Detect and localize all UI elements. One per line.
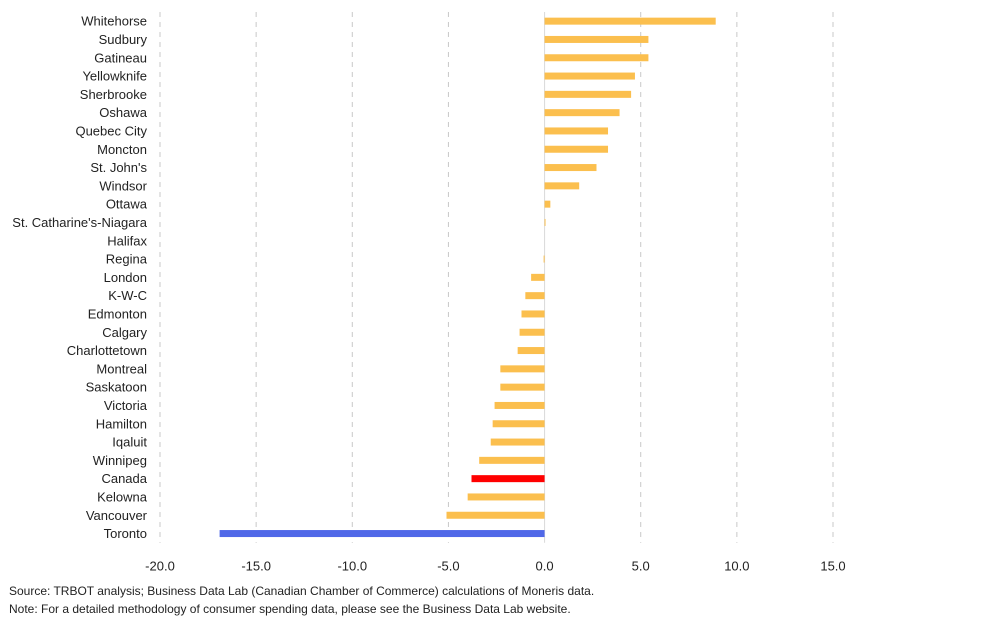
category-label: Gatineau	[94, 50, 147, 65]
bar	[544, 109, 620, 117]
category-label: Iqaluit	[112, 435, 147, 450]
bar	[525, 292, 545, 300]
category-label: Saskatoon	[86, 380, 147, 395]
bar	[544, 164, 597, 172]
bar	[544, 182, 580, 190]
category-label: Regina	[106, 252, 148, 267]
category-label: Toronto	[104, 526, 147, 541]
category-label: Canada	[101, 471, 147, 486]
x-axis-tick-labels: -20.0 -15.0 -10.0 -5.0 0.0 5.0 10.0 15.0	[145, 559, 845, 574]
category-label: Oshawa	[99, 105, 147, 120]
category-label: Sudbury	[99, 32, 148, 47]
bar	[544, 218, 546, 226]
bar	[544, 90, 632, 98]
category-label: Calgary	[102, 325, 147, 340]
bars	[219, 17, 716, 538]
category-label: Ottawa	[106, 197, 148, 212]
bar	[479, 456, 545, 464]
bar	[544, 54, 649, 62]
category-label: Hamilton	[96, 416, 147, 431]
bar	[519, 328, 545, 336]
category-label: Halifax	[107, 233, 147, 248]
category-label: Windsor	[99, 178, 147, 193]
category-label: Moncton	[97, 142, 147, 157]
bar	[492, 420, 545, 428]
x-tick-label: -15.0	[241, 559, 271, 574]
category-label: Quebec City	[75, 123, 147, 138]
x-tick-label: 0.0	[536, 559, 554, 574]
category-label: Kelowna	[97, 489, 148, 504]
x-tick-label: -10.0	[337, 559, 367, 574]
bar	[471, 475, 545, 483]
bar	[494, 401, 545, 409]
bar	[500, 365, 545, 373]
chart-notes: Source: TRBOT analysis; Business Data La…	[9, 582, 594, 618]
category-label: St. Catharine's-Niagara	[12, 215, 147, 230]
source-note: Source: TRBOT analysis; Business Data La…	[9, 584, 595, 598]
bar	[544, 127, 609, 135]
x-tick-label: -20.0	[145, 559, 175, 574]
bar	[467, 493, 545, 501]
category-label: Vancouver	[86, 508, 148, 523]
bar	[500, 383, 545, 391]
category-label: K-W-C	[108, 288, 147, 303]
bar	[446, 511, 545, 519]
bar	[521, 310, 545, 318]
bar	[544, 17, 716, 25]
category-label: Charlottetown	[67, 343, 147, 358]
category-label: Montreal	[96, 361, 147, 376]
category-label: Yellowknife	[82, 69, 147, 84]
bar	[490, 438, 545, 446]
category-label: Winnipeg	[93, 453, 147, 468]
bar	[544, 200, 551, 208]
category-label: St. John's	[90, 160, 147, 175]
bar	[219, 530, 545, 538]
x-tick-label: -5.0	[437, 559, 459, 574]
category-label: Edmonton	[88, 306, 147, 321]
methodology-note: Note: For a detailed methodology of cons…	[9, 602, 571, 616]
category-label: Victoria	[104, 398, 148, 413]
bar	[531, 273, 545, 281]
x-tick-label: 15.0	[820, 559, 845, 574]
bar-chart: Whitehorse Sudbury Gatineau Yellowknife Sher…	[12, 12, 846, 574]
bar	[544, 35, 649, 43]
bar	[544, 72, 635, 80]
bar	[517, 347, 545, 355]
category-label: Whitehorse	[81, 14, 147, 29]
category-label: London	[104, 270, 147, 285]
x-tick-label: 5.0	[632, 559, 650, 574]
category-label: Sherbrooke	[80, 87, 147, 102]
bar	[544, 145, 609, 153]
bar	[543, 255, 545, 263]
x-tick-label: 10.0	[724, 559, 749, 574]
category-labels: Whitehorse Sudbury Gatineau Yellowknife Sher…	[12, 14, 147, 541]
